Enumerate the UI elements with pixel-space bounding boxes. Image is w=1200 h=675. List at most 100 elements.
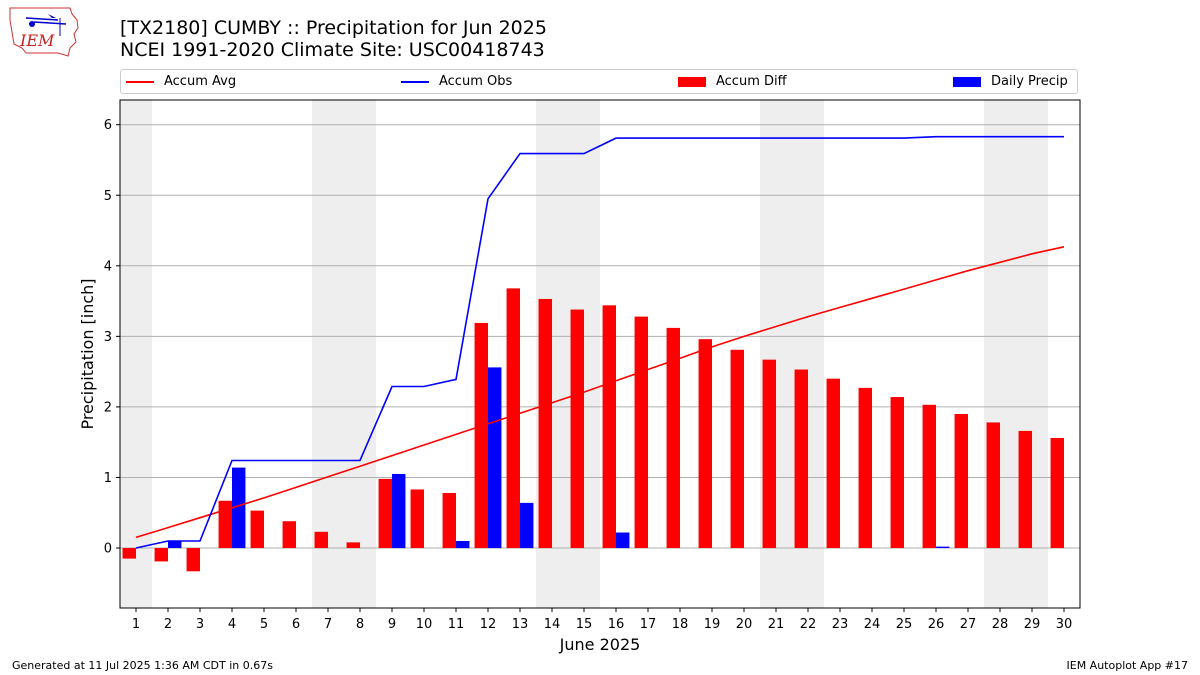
accum-diff-bar [634, 316, 648, 549]
plot-frame [119, 99, 1081, 609]
x-tick-label: 8 [356, 617, 364, 632]
accum-diff-bar [1050, 437, 1064, 549]
weekend-shade [120, 100, 152, 608]
x-tick-label: 18 [672, 617, 689, 632]
legend-label-daily-precip: Daily Precip [991, 74, 1068, 89]
x-tick-label: 12 [480, 617, 497, 632]
daily-precip-bar [936, 546, 950, 549]
y-tick-label: 6 [104, 118, 112, 133]
accum-diff-bar [314, 531, 328, 549]
legend-item-accum-obs: Accum Obs [401, 70, 512, 93]
x-tick-label: 4 [228, 617, 236, 632]
accum-diff-bar [474, 322, 488, 549]
accum-diff-bar [378, 478, 392, 549]
x-tick-label: 1 [132, 617, 140, 632]
x-tick-label: 25 [896, 617, 913, 632]
daily-precip-bar [456, 540, 470, 549]
accum-diff-bar [762, 359, 776, 549]
x-tick-label: 2 [164, 617, 172, 632]
x-tick-label: 11 [448, 617, 465, 632]
chart-title: [TX2180] CUMBY :: Precipitation for Jun … [120, 17, 547, 39]
legend-item-daily-precip: Daily Precip [953, 70, 1068, 93]
legend-label-accum-diff: Accum Diff [716, 74, 787, 89]
daily-precip-bar [488, 367, 502, 549]
accum-diff-bar [506, 288, 520, 549]
accum-diff-bar [154, 548, 168, 562]
accum-diff-bar [890, 397, 904, 549]
y-tick-label: 0 [104, 542, 112, 557]
iem-logo: IEM [9, 7, 79, 57]
x-tick-label: 26 [928, 617, 945, 632]
x-tick-label: 14 [544, 617, 561, 632]
accum-diff-bar [666, 327, 680, 549]
legend-item-accum-diff: Accum Diff [678, 70, 787, 93]
x-tick-label: 6 [292, 617, 300, 632]
y-tick-label: 4 [104, 259, 112, 274]
daily-precip-bar [168, 540, 182, 549]
accum-obs-line [135, 135, 1064, 549]
legend-swatch-daily-precip [953, 76, 981, 87]
accum-diff-bar [282, 521, 296, 549]
x-tick-label: 20 [736, 617, 753, 632]
daily-precip-bar [616, 532, 630, 549]
legend-swatch-accum-diff [678, 76, 706, 87]
weekend-shade [344, 100, 376, 608]
x-tick-label: 10 [416, 617, 433, 632]
x-tick-label: 17 [640, 617, 657, 632]
legend-label-accum-obs: Accum Obs [439, 74, 513, 89]
accum-diff-bar [1018, 430, 1032, 549]
x-tick-label: 29 [1024, 617, 1041, 632]
x-tick-label: 28 [992, 617, 1009, 632]
chart-subtitle: NCEI 1991-2020 Climate Site: USC00418743 [120, 39, 545, 61]
x-tick-label: 19 [704, 617, 721, 632]
accum-diff-bar [698, 339, 712, 549]
accum-diff-bar [954, 413, 968, 549]
accum-diff-bar [794, 369, 808, 549]
accum-diff-bar [122, 548, 136, 559]
accum-diff-bar [730, 349, 744, 549]
accum-diff-bar [410, 489, 424, 549]
x-tick-label: 7 [324, 617, 332, 632]
accum-diff-bar [218, 500, 232, 549]
daily-precip-bar [232, 467, 246, 549]
accum-diff-bar [538, 298, 552, 549]
legend-swatch-accum-avg [126, 80, 154, 83]
x-tick-label: 5 [260, 617, 268, 632]
accum-diff-bar [922, 404, 936, 549]
y-tick-label: 5 [104, 189, 112, 204]
accum-avg-line [135, 246, 1065, 539]
accum-diff-bar [602, 305, 616, 549]
x-tick-label: 24 [864, 617, 881, 632]
y-tick-label: 2 [104, 400, 112, 415]
footer-app: IEM Autoplot App #17 [1066, 659, 1189, 672]
accum-diff-bar [442, 492, 456, 549]
legend: Accum Avg Accum Obs Accum Diff Daily Pre… [120, 69, 1078, 94]
y-tick-label: 3 [104, 330, 112, 345]
x-tick-label: 30 [1056, 617, 1073, 632]
x-tick-label: 3 [196, 617, 204, 632]
x-tick-label: 13 [512, 617, 529, 632]
daily-precip-bar [392, 473, 406, 549]
y-axis-label: Precipitation [inch] [78, 278, 97, 429]
x-tick-label: 27 [960, 617, 977, 632]
legend-swatch-accum-obs [401, 80, 429, 83]
accum-diff-bar [346, 542, 360, 549]
x-tick-label: 22 [800, 617, 817, 632]
legend-item-accum-avg: Accum Avg [126, 70, 236, 93]
weekend-shade [312, 100, 344, 608]
x-tick-label: 23 [832, 617, 849, 632]
daily-precip-bar [520, 502, 534, 549]
accum-diff-bar [250, 510, 264, 549]
footer-generated: Generated at 11 Jul 2025 1:36 AM CDT in … [12, 659, 273, 672]
accum-diff-bar [858, 387, 872, 549]
y-tick-label: 1 [104, 471, 112, 486]
x-tick-label: 16 [608, 617, 625, 632]
accum-diff-bar [826, 378, 840, 549]
x-tick-label: 15 [576, 617, 593, 632]
logo-text: IEM [19, 31, 55, 50]
legend-label-accum-avg: Accum Avg [164, 74, 237, 89]
x-axis-label: June 2025 [559, 635, 641, 654]
accum-diff-bar [186, 548, 200, 572]
x-tick-label: 21 [768, 617, 785, 632]
